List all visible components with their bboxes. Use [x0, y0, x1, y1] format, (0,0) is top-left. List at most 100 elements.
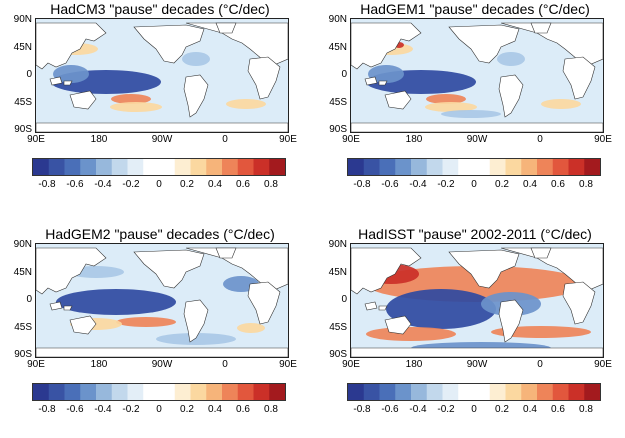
colorbar-tick-label: 0.2 [495, 404, 509, 415]
lon-label-90e: 90E [342, 359, 360, 370]
colorbar-swatch [33, 159, 50, 175]
trend-anomaly [226, 99, 266, 109]
lon-label-180: 180 [405, 359, 423, 370]
colorbar-ticks: -0.8 -0.6 -0.4 -0.2 0 0.2 0.4 0.6 0.8 [32, 179, 286, 193]
colorbar-swatch [348, 159, 365, 175]
colorbar-swatch [222, 159, 239, 175]
lat-label-90s: 90S [329, 349, 347, 360]
colorbar-tick-label: 0.4 [523, 404, 537, 415]
lat-label-90s: 90S [14, 349, 32, 360]
colorbar-tick-label: 0.8 [579, 404, 593, 415]
trend-anomaly [366, 327, 456, 341]
panel-hadisst: HadISST "pause" 2002-2011 (°C/dec) 90N 4… [325, 225, 625, 430]
continent [215, 247, 237, 259]
continent [498, 299, 524, 343]
continent [498, 74, 524, 118]
colorbar-swatch [458, 159, 475, 175]
continent [215, 22, 237, 34]
trend-anomaly [182, 52, 210, 66]
continent [500, 22, 603, 66]
lat-label-90s: 90S [14, 124, 32, 135]
colorbar-swatch [363, 384, 380, 400]
continent [384, 90, 412, 110]
trend-anomaly [441, 110, 501, 118]
continents [36, 247, 288, 357]
colorbar-swatch [33, 384, 50, 400]
colorbar-swatch [269, 159, 285, 175]
colorbar-swatch [442, 384, 459, 400]
continent [133, 24, 205, 64]
continent [364, 76, 378, 86]
colorbar-tick-label: 0.2 [180, 179, 194, 190]
lat-label-0: 0 [341, 294, 347, 305]
continent [562, 56, 596, 100]
lat-label-45s: 45S [14, 97, 32, 108]
lon-label-0: 0 [537, 359, 543, 370]
colorbar-swatch [489, 384, 506, 400]
colorbar-swatch [411, 159, 428, 175]
colorbar-swatch [96, 384, 113, 400]
colorbar-swatch [348, 384, 365, 400]
colorbar-tick-label: -0.4 [409, 404, 427, 415]
continents [351, 247, 603, 357]
lat-label-45n: 45N [328, 42, 347, 53]
colorbar-swatch [521, 384, 538, 400]
colorbar-tick-label: -0.6 [66, 179, 84, 190]
lat-label-45s: 45S [14, 322, 32, 333]
lon-label-0: 0 [537, 134, 543, 145]
colorbar-tick-label: -0.6 [66, 404, 84, 415]
trend-anomaly [156, 333, 236, 345]
colorbar-swatch [584, 159, 600, 175]
colorbar-swatch [206, 384, 223, 400]
colorbar-tick-label: 0 [471, 179, 477, 190]
continent [49, 301, 63, 311]
colorbar-tick-label: 0.4 [208, 179, 222, 190]
lon-label-90e: 90E [27, 134, 45, 145]
sst-trend-map [36, 22, 288, 132]
continent [49, 76, 63, 86]
continent [247, 281, 281, 325]
colorbar-swatch [521, 159, 538, 175]
continent [384, 315, 412, 335]
continent [530, 22, 552, 34]
colorbar-tick-label: 0.4 [208, 404, 222, 415]
lon-label-180: 180 [405, 134, 423, 145]
continent [63, 80, 73, 86]
panel-title: HadGEM2 "pause" decades (°C/dec) [45, 226, 275, 242]
colorbar-swatch [411, 384, 428, 400]
colorbar-tick-label: -0.8 [353, 179, 371, 190]
continent [69, 315, 97, 335]
continent [364, 301, 378, 311]
continent [351, 22, 422, 70]
colorbar-swatch [190, 384, 207, 400]
lon-label-90e: 90E [342, 134, 360, 145]
continent [36, 122, 288, 132]
colorbar-swatch [143, 384, 160, 400]
colorbar-tick-label: -0.6 [381, 404, 399, 415]
colorbar [32, 383, 286, 401]
colorbar-swatch [64, 384, 81, 400]
colorbar-swatch [363, 159, 380, 175]
colorbar-tick-label: 0 [156, 179, 162, 190]
colorbar-swatch [222, 384, 239, 400]
colorbar-tick-label: -0.2 [122, 404, 140, 415]
colorbar-ticks: -0.8 -0.6 -0.4 -0.2 0 0.2 0.4 0.6 0.8 [32, 404, 286, 418]
colorbar-swatch [584, 384, 600, 400]
lon-label-90e-end: 90E [594, 134, 612, 145]
lon-label-90e-end: 90E [279, 134, 297, 145]
lon-label-90w: 90W [151, 359, 173, 370]
colorbar-tick-label: -0.2 [437, 179, 455, 190]
trend-anomaly [368, 65, 404, 83]
colorbar-swatch [190, 159, 207, 175]
colorbar-swatch [426, 159, 443, 175]
colorbar-tick-label: -0.8 [38, 404, 56, 415]
continent [185, 22, 288, 66]
colorbar-swatch [505, 159, 522, 175]
colorbar-ticks: -0.8 -0.6 -0.4 -0.2 0 0.2 0.4 0.6 0.8 [347, 179, 601, 193]
colorbar-swatch [489, 159, 506, 175]
continent [378, 305, 388, 311]
colorbar-swatch [127, 159, 144, 175]
map-frame [350, 243, 604, 358]
panel-hadgem1: HadGEM1 "pause" decades (°C/dec) 90N 45N… [325, 0, 625, 205]
continent [36, 347, 288, 357]
